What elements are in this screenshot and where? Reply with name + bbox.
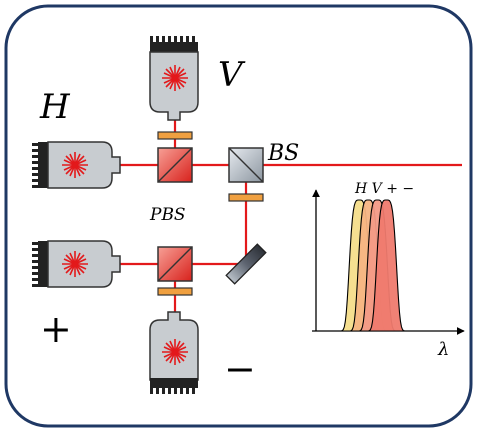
laser-starburst-icon (162, 339, 188, 365)
laser-starburst-icon (62, 152, 88, 178)
pbs-top (157, 147, 193, 183)
label-v: V (218, 55, 246, 95)
laser-starburst-icon (62, 251, 88, 277)
spectrum-legend: H V + − (354, 181, 414, 197)
mirror (225, 243, 267, 285)
laser-starburst-icon (162, 65, 188, 91)
spectrum-inset: H V + − λ (312, 181, 465, 360)
waveplate-mirror-arm (228, 193, 264, 202)
laser-plus (32, 240, 121, 288)
waveplate-minus (157, 287, 193, 296)
waveplate-v (157, 131, 193, 140)
label-lambda: λ (437, 339, 449, 360)
laser-h (32, 141, 121, 189)
peak-minus (350, 199, 423, 332)
label-pbs: PBS (149, 205, 186, 225)
bs-cube (228, 147, 264, 183)
pbs-bottom (157, 246, 193, 282)
waveplates (157, 131, 264, 296)
laser-minus (149, 311, 199, 394)
label-h: H (39, 87, 71, 127)
label-bs: BS (267, 141, 299, 166)
label-minus: − (224, 347, 256, 391)
label-plus: + (40, 307, 72, 351)
laser-v (149, 36, 199, 121)
